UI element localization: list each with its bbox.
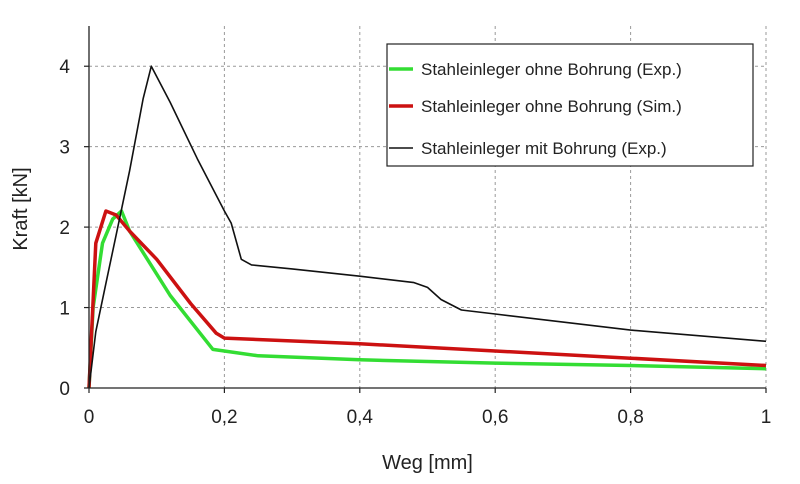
legend-label-1: Stahleinleger ohne Bohrung (Exp.) (421, 60, 682, 79)
x-tick-label: 0,8 (617, 407, 643, 428)
x-tick-label: 0,6 (482, 407, 508, 428)
y-tick-label: 2 (59, 218, 70, 239)
x-tick-label: 1 (761, 407, 772, 428)
x-tick-label: 0,2 (211, 407, 237, 428)
series-line-1 (87, 209, 767, 389)
series-line-2 (87, 209, 767, 389)
x-axis-title: Weg [mm] (382, 452, 473, 474)
legend-label-3: Stahleinleger mit Bohrung (Exp.) (421, 139, 667, 158)
y-tick-label: 1 (59, 299, 70, 320)
x-tick-label: 0 (84, 407, 95, 428)
legend-label-2: Stahleinleger ohne Bohrung (Sim.) (421, 97, 682, 116)
legend: Stahleinleger ohne Bohrung (Exp.) Stahlei… (386, 43, 754, 167)
series-line-3 (88, 65, 767, 389)
y-axis-title: Kraft [kN] (10, 167, 32, 250)
y-tick-label: 3 (59, 138, 70, 159)
y-tick-label: 0 (59, 379, 70, 400)
x-tick-label: 0,4 (347, 407, 374, 428)
y-tick-label: 4 (59, 57, 70, 78)
legend-box (386, 43, 754, 167)
